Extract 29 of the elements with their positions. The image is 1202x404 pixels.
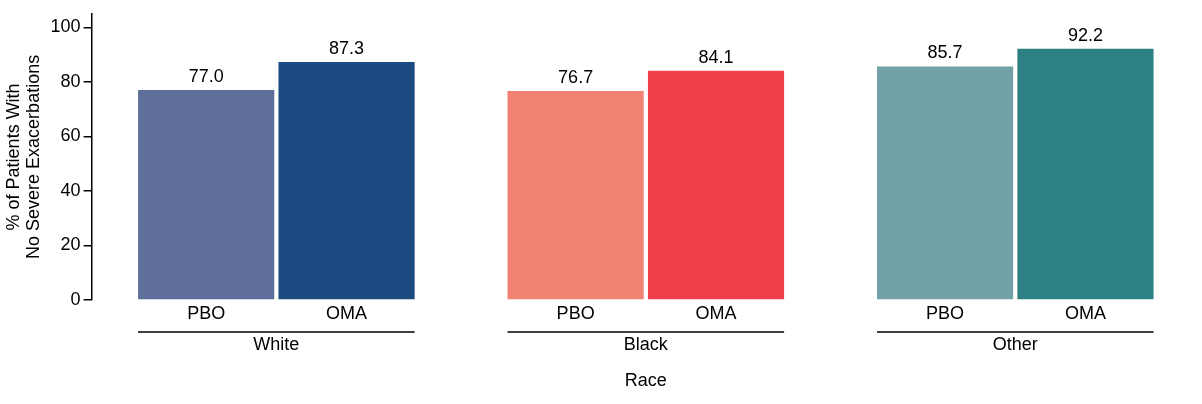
y-axis-title: % of Patients With No Severe Exacerbations [2, 54, 43, 259]
series-label: PBO [187, 302, 226, 323]
y-tick-label: 20 [60, 234, 81, 255]
data-label: 85.7 [927, 42, 963, 63]
text: PBO [926, 302, 965, 323]
bar [876, 66, 1014, 300]
data-label: 76.7 [558, 66, 594, 87]
data-label: 77.0 [188, 66, 224, 87]
series-label: OMA [326, 302, 368, 323]
data-label: 87.3 [329, 38, 365, 59]
y-tick-label: 80 [60, 70, 81, 91]
bar [138, 90, 275, 300]
y-tick-label: 60 [60, 125, 81, 146]
x-axis-title: Race [624, 369, 667, 390]
bar [1017, 48, 1154, 300]
y-tick-label: 40 [60, 179, 81, 200]
text: OMA [695, 302, 737, 323]
data-label: 92.2 [1067, 24, 1103, 45]
text: OMA [1064, 302, 1106, 323]
y-tick-label: 0 [70, 288, 81, 309]
x-tick-label: White [253, 333, 300, 354]
x-tick-label: Black [623, 333, 669, 354]
x-tick-label: Other [992, 333, 1038, 354]
data-label: 84.1 [698, 46, 734, 67]
bar [278, 62, 415, 300]
text: PBO [556, 302, 595, 323]
bar [647, 70, 785, 300]
bar [507, 90, 644, 300]
y-tick-label: 100 [50, 16, 81, 37]
